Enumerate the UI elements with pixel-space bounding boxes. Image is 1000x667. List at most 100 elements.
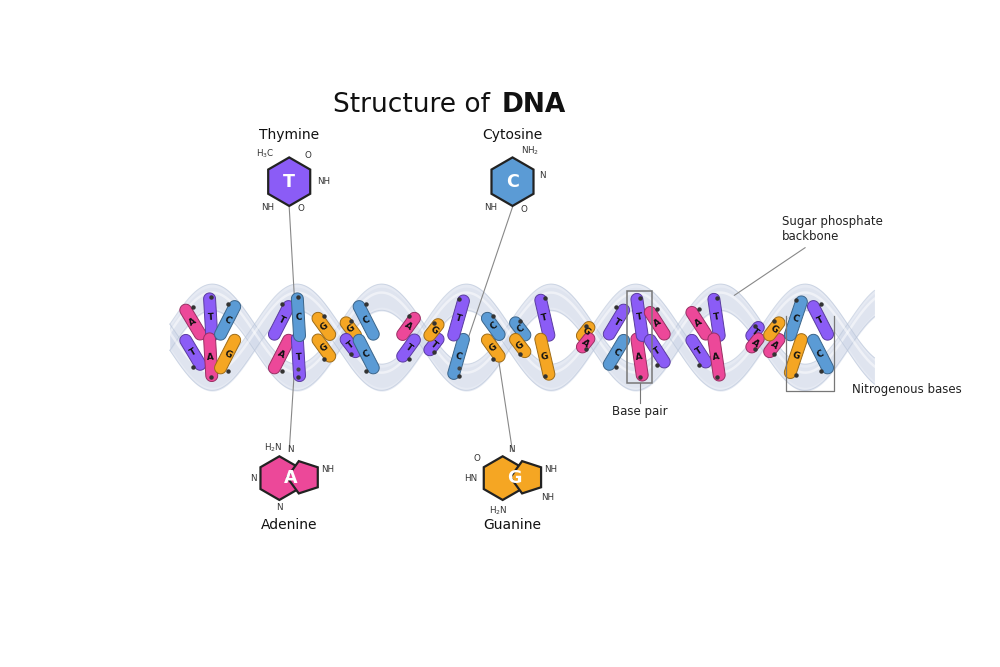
Polygon shape <box>708 333 725 381</box>
Polygon shape <box>764 317 785 341</box>
Text: O: O <box>521 205 528 213</box>
Text: N: N <box>539 171 546 180</box>
Text: A: A <box>635 352 644 362</box>
Polygon shape <box>481 334 505 362</box>
Text: Cytosine: Cytosine <box>482 127 543 141</box>
Text: C: C <box>515 323 526 334</box>
Text: Nitrogenous bases: Nitrogenous bases <box>852 383 962 396</box>
Text: G: G <box>318 321 329 332</box>
Polygon shape <box>481 312 505 340</box>
Polygon shape <box>353 334 379 374</box>
Polygon shape <box>535 294 555 341</box>
Text: T: T <box>188 347 198 358</box>
Text: C: C <box>361 349 371 360</box>
Text: A: A <box>188 316 198 327</box>
Text: G: G <box>222 348 233 360</box>
Text: C: C <box>791 313 800 323</box>
Text: N: N <box>276 503 283 512</box>
Text: H$_2$N: H$_2$N <box>489 504 508 517</box>
Polygon shape <box>686 307 712 340</box>
Text: G: G <box>540 352 549 362</box>
Text: O: O <box>298 204 305 213</box>
Text: A: A <box>750 337 761 349</box>
Text: H$_2$N: H$_2$N <box>264 442 282 454</box>
Polygon shape <box>764 334 785 358</box>
Text: Sugar phosphate
backbone: Sugar phosphate backbone <box>734 215 883 295</box>
Polygon shape <box>484 456 522 500</box>
Text: T: T <box>454 313 463 323</box>
Text: T: T <box>541 313 549 323</box>
Polygon shape <box>204 293 218 342</box>
Text: NH: NH <box>541 494 554 502</box>
Text: G: G <box>488 342 499 354</box>
Polygon shape <box>807 301 834 340</box>
Text: T: T <box>816 315 825 325</box>
Polygon shape <box>260 456 298 500</box>
Polygon shape <box>268 334 295 374</box>
Polygon shape <box>448 334 469 380</box>
Polygon shape <box>576 333 595 353</box>
Polygon shape <box>397 334 420 362</box>
Text: C: C <box>506 173 519 191</box>
Text: NH$_2$: NH$_2$ <box>521 145 539 157</box>
Text: T: T <box>346 340 356 351</box>
Polygon shape <box>340 334 361 358</box>
Polygon shape <box>268 157 310 206</box>
Text: A: A <box>693 317 704 329</box>
Polygon shape <box>424 319 444 342</box>
Polygon shape <box>397 312 420 340</box>
Polygon shape <box>353 301 379 340</box>
Text: N: N <box>508 445 515 454</box>
Polygon shape <box>784 296 807 341</box>
Polygon shape <box>807 334 834 374</box>
Polygon shape <box>603 304 630 340</box>
Text: HN: HN <box>464 474 478 483</box>
Text: NH: NH <box>317 177 330 186</box>
Polygon shape <box>448 295 469 341</box>
Text: NH: NH <box>484 203 497 212</box>
Text: C: C <box>815 349 826 360</box>
Text: A: A <box>652 317 663 329</box>
Polygon shape <box>340 317 361 341</box>
Polygon shape <box>424 334 444 356</box>
Polygon shape <box>686 334 712 368</box>
Polygon shape <box>631 293 648 342</box>
Text: G: G <box>580 325 591 338</box>
Text: C: C <box>454 352 463 362</box>
Polygon shape <box>746 333 764 353</box>
Text: O: O <box>304 151 311 160</box>
Polygon shape <box>215 334 241 374</box>
Text: NH: NH <box>261 203 274 212</box>
Polygon shape <box>746 321 764 342</box>
Text: G: G <box>428 324 440 336</box>
Polygon shape <box>215 301 241 340</box>
Polygon shape <box>535 334 555 380</box>
Text: C: C <box>488 321 499 332</box>
Text: A: A <box>207 352 214 362</box>
Text: T: T <box>694 346 704 357</box>
Text: A: A <box>769 340 780 352</box>
Text: T: T <box>429 339 439 350</box>
Text: T: T <box>283 173 295 191</box>
Text: G: G <box>345 323 356 335</box>
Polygon shape <box>180 334 206 370</box>
Text: H$_3$C: H$_3$C <box>256 148 274 160</box>
Polygon shape <box>644 307 670 340</box>
Polygon shape <box>784 334 807 378</box>
Text: C: C <box>295 313 302 322</box>
Text: T: T <box>277 315 286 325</box>
Text: Base pair: Base pair <box>612 405 667 418</box>
Polygon shape <box>510 317 531 341</box>
Text: G: G <box>791 351 801 362</box>
Text: N: N <box>287 445 294 454</box>
Polygon shape <box>287 461 318 494</box>
Polygon shape <box>510 461 541 494</box>
Text: T: T <box>750 326 760 337</box>
Text: N: N <box>250 474 256 483</box>
Text: T: T <box>403 343 414 354</box>
Text: A: A <box>580 337 591 349</box>
Polygon shape <box>180 304 206 340</box>
Text: T: T <box>207 313 214 322</box>
Polygon shape <box>644 334 670 368</box>
Text: Adenine: Adenine <box>261 518 317 532</box>
